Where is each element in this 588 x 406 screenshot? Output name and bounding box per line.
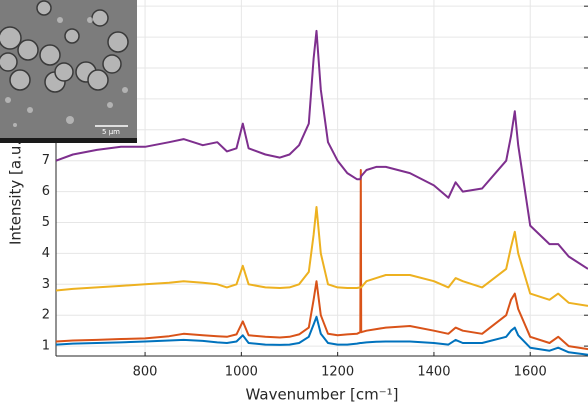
chart: 1234567891011128001000120014001600Wavenu… xyxy=(0,0,588,406)
x-tick-label: 1600 xyxy=(514,365,547,380)
x-tick-label: 1000 xyxy=(225,365,258,380)
sem-inset: 5 µm xyxy=(0,0,137,143)
y-tick-label: 6 xyxy=(42,184,50,199)
spectrum-line xyxy=(56,207,588,306)
y-tick-label: 3 xyxy=(42,277,50,292)
scale-label: 5 µm xyxy=(102,128,120,136)
y-axis-label: Intensity [a.u.] xyxy=(7,135,25,245)
x-tick-label: 1200 xyxy=(321,365,354,380)
x-tick-label: 800 xyxy=(133,365,158,380)
spectrum-line xyxy=(56,317,588,355)
x-axis-label: Wavenumber [cm⁻¹] xyxy=(246,386,399,404)
y-tick-label: 1 xyxy=(42,339,50,354)
y-tick-label: 5 xyxy=(42,215,50,230)
y-tick-label: 7 xyxy=(42,153,50,168)
x-tick-label: 1400 xyxy=(417,365,450,380)
y-tick-label: 2 xyxy=(42,308,50,323)
y-tick-label: 4 xyxy=(42,246,50,261)
